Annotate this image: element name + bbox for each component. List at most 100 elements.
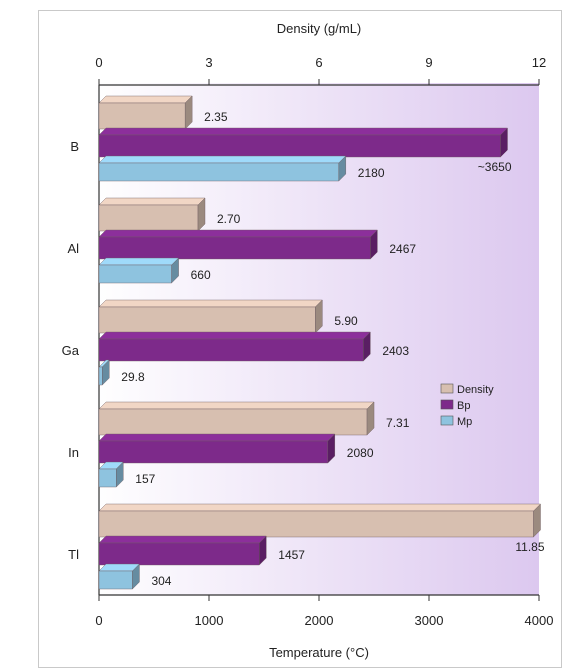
bar-front-face (98, 306, 316, 334)
bar-front-face (98, 102, 186, 130)
bottom-axis-tick-label-4: 4000 (525, 613, 554, 628)
bottom-axis-tick-label-2: 2000 (305, 613, 334, 628)
data-labels: 2.35 ~3650 2180 2.70 2467 660 5.90 2403 29.8 7.31… (121, 110, 545, 588)
bottom-axis-title: Temperature (°C) (269, 645, 369, 660)
legend-swatch-density (440, 383, 454, 394)
bar-side-face (370, 229, 378, 260)
chart-svg: 0 3 6 9 12 0 1000 2000 3000 4000 Density (g/mL) … (62, 21, 554, 660)
bar-front-face (98, 162, 340, 182)
bar-mp-b (98, 155, 347, 182)
bar-side-face (533, 503, 541, 538)
bar-mp-tl (98, 563, 140, 590)
data-label-mp-ga: 29.8 (121, 370, 145, 384)
bar-top-face (98, 229, 378, 238)
bars-group (98, 95, 541, 590)
bar-top-face (98, 535, 267, 544)
bar-front-face (98, 204, 199, 232)
bar-front-face (98, 366, 103, 386)
bar-front-face (98, 408, 368, 436)
top-axis-tick-label-4: 12 (532, 55, 546, 70)
bar-top-face (98, 127, 508, 136)
bar-mp-al (98, 257, 180, 284)
bottom-axis-tick-label-3: 3000 (415, 613, 444, 628)
bar-top-face (98, 433, 336, 442)
category-label-ga: Ga (62, 343, 80, 358)
bar-front-face (98, 542, 260, 566)
bar-front-face (98, 468, 117, 488)
data-label-mp-b: 2180 (358, 166, 385, 180)
legend-label-density: Density (457, 384, 494, 396)
data-label-bp-ga: 2403 (382, 344, 409, 358)
bar-top-face (98, 401, 375, 410)
bar-side-face (315, 299, 323, 334)
bar-side-face (197, 197, 206, 232)
legend-label-bp: Bp (457, 400, 470, 412)
top-axis-tick-label-1: 3 (205, 55, 212, 70)
data-label-bp-b: ~3650 (478, 160, 512, 174)
bar-side-face (259, 535, 267, 566)
data-label-mp-tl: 304 (151, 574, 171, 588)
bar-top-face (98, 257, 180, 266)
bottom-axis-tick-label-1: 1000 (195, 613, 224, 628)
bar-bp-b (98, 127, 508, 158)
bar-density-tl (98, 503, 541, 538)
bar-bp-in (98, 433, 336, 464)
bar-side-face (132, 563, 140, 590)
bar-density-al (98, 197, 206, 232)
bar-top-face (98, 299, 323, 308)
bar-top-face (98, 197, 206, 206)
category-label-in: In (68, 445, 79, 460)
data-label-density-ga: 5.90 (334, 314, 358, 328)
top-axis-tick-label-3: 9 (425, 55, 432, 70)
top-axis-tick-label-0: 0 (95, 55, 102, 70)
data-label-mp-al: 660 (191, 268, 211, 282)
data-label-bp-al: 2467 (389, 242, 416, 256)
bar-top-face (98, 331, 371, 340)
legend: Density Bp Mp (440, 383, 494, 428)
bar-front-face (98, 236, 371, 260)
top-axis-title: Density (g/mL) (277, 21, 362, 36)
top-axis-ticks: 0 3 6 9 12 (95, 55, 546, 85)
bar-side-face (102, 359, 110, 386)
legend-label-mp: Mp (457, 416, 472, 428)
bar-side-face (500, 127, 508, 158)
chart-frame: 0 3 6 9 12 0 1000 2000 3000 4000 Density (g/mL) … (38, 10, 562, 668)
bar-front-face (98, 510, 534, 538)
category-label-tl: Tl (68, 547, 79, 562)
bar-side-face (116, 461, 124, 488)
category-label-b: B (70, 139, 79, 154)
bar-top-face (98, 503, 541, 512)
bar-bp-ga (98, 331, 371, 362)
data-label-density-tl: 11.85 (515, 540, 544, 554)
legend-swatch-bp (440, 399, 454, 410)
data-label-bp-tl: 1457 (278, 548, 305, 562)
bar-side-face (171, 257, 179, 284)
bar-side-face (184, 95, 193, 130)
bar-side-face (327, 433, 335, 464)
top-axis-tick-label-2: 6 (315, 55, 322, 70)
bar-density-in (98, 401, 375, 436)
category-label-al: Al (67, 241, 79, 256)
bottom-axis-ticks: 0 1000 2000 3000 4000 (95, 595, 553, 628)
data-label-density-al: 2.70 (217, 212, 241, 226)
data-label-density-b: 2.35 (204, 110, 228, 124)
bar-density-b (98, 95, 193, 130)
bar-bp-tl (98, 535, 267, 566)
bar-top-face (98, 155, 347, 164)
bar-front-face (98, 338, 364, 362)
bar-side-face (338, 155, 346, 182)
bar-mp-in (98, 461, 124, 488)
bar-bp-al (98, 229, 378, 260)
data-label-density-in: 7.31 (386, 416, 410, 430)
bar-side-face (363, 331, 371, 362)
bar-top-face (98, 95, 193, 104)
bottom-axis-tick-label-0: 0 (95, 613, 102, 628)
bar-front-face (98, 440, 329, 464)
legend-swatch-mp (440, 415, 454, 426)
bar-density-ga (98, 299, 323, 334)
data-label-mp-in: 157 (135, 472, 155, 486)
bar-mp-ga (98, 359, 110, 386)
bar-front-face (98, 264, 172, 284)
bar-side-face (366, 401, 375, 436)
bar-front-face (98, 134, 501, 158)
